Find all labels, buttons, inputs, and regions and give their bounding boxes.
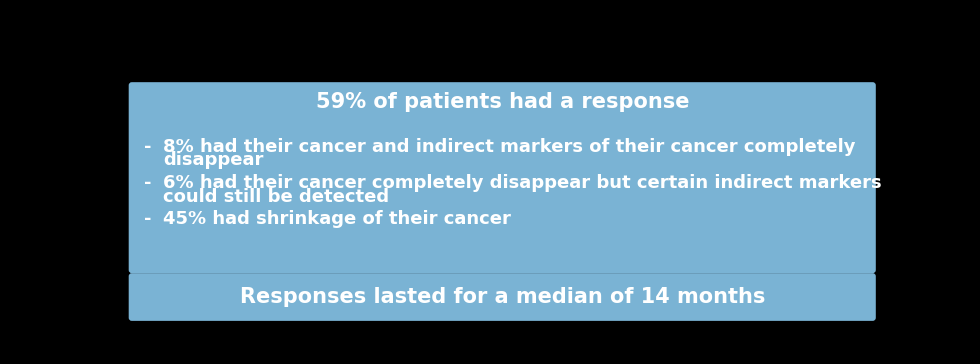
Text: 45% had shrinkage of their cancer: 45% had shrinkage of their cancer bbox=[163, 210, 511, 228]
Text: Responses lasted for a median of 14 months: Responses lasted for a median of 14 mont… bbox=[239, 287, 765, 307]
Text: -: - bbox=[144, 210, 152, 228]
FancyBboxPatch shape bbox=[128, 273, 876, 321]
Text: -: - bbox=[144, 174, 152, 192]
Text: could still be detected: could still be detected bbox=[163, 188, 389, 206]
Text: -: - bbox=[144, 138, 152, 156]
Text: 59% of patients had a response: 59% of patients had a response bbox=[316, 92, 689, 112]
Text: disappear: disappear bbox=[163, 151, 264, 170]
Text: 8% had their cancer and indirect markers of their cancer completely: 8% had their cancer and indirect markers… bbox=[163, 138, 856, 156]
Text: 6% had their cancer completely disappear but certain indirect markers: 6% had their cancer completely disappear… bbox=[163, 174, 881, 192]
FancyBboxPatch shape bbox=[128, 82, 876, 273]
